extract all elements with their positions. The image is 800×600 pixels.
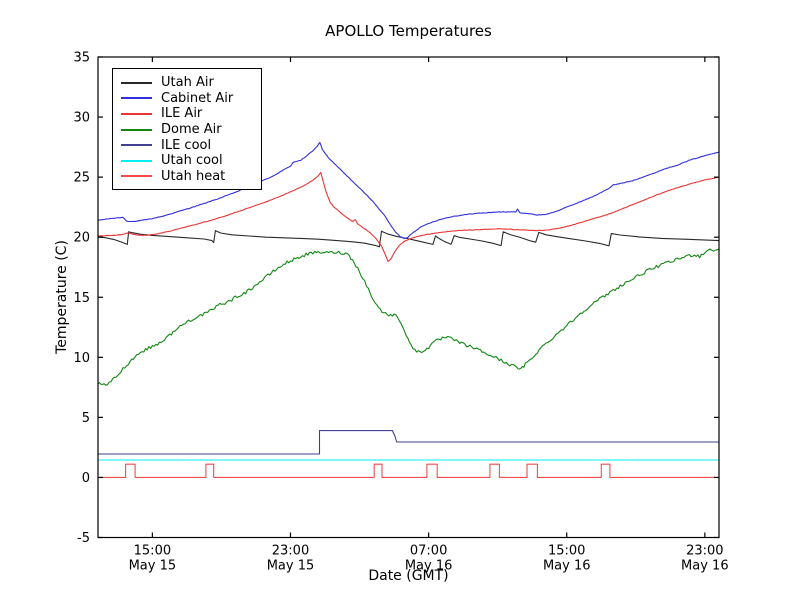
legend-item: Utah cool	[121, 153, 253, 169]
legend-label: Utah Air	[161, 75, 214, 91]
svg-text:35: 35	[73, 51, 90, 66]
svg-text:07:00: 07:00	[410, 544, 447, 559]
legend-line-swatch	[121, 81, 152, 84]
chart-title: APOLLO Temperatures	[325, 22, 492, 40]
legend-label: Utah heat	[161, 168, 226, 184]
legend-item: ILE cool	[121, 137, 253, 153]
legend-line-swatch	[121, 144, 152, 147]
svg-text:23:00: 23:00	[686, 544, 723, 559]
legend-line-swatch	[121, 175, 152, 178]
legend-line-swatch	[121, 97, 152, 100]
svg-text:May 16: May 16	[681, 559, 729, 574]
legend-line-swatch	[121, 112, 152, 115]
legend-label: Cabinet Air	[161, 90, 234, 106]
legend-label: ILE cool	[161, 137, 212, 153]
svg-text:30: 30	[73, 111, 90, 126]
svg-text:10: 10	[73, 351, 90, 366]
svg-text:15:00: 15:00	[134, 544, 171, 559]
svg-text:25: 25	[73, 171, 90, 186]
legend-label: Dome Air	[161, 122, 222, 138]
svg-text:May 15: May 15	[267, 559, 315, 574]
svg-text:20: 20	[73, 231, 90, 246]
svg-text:5: 5	[82, 411, 90, 426]
legend-label: Utah cool	[161, 153, 223, 169]
legend-line-swatch	[121, 128, 152, 131]
legend-line-swatch	[121, 159, 152, 162]
svg-text:-5: -5	[77, 531, 90, 546]
svg-text:May 16: May 16	[543, 559, 591, 574]
svg-text:15:00: 15:00	[548, 544, 585, 559]
legend-item: Dome Air	[121, 122, 253, 138]
svg-text:May 15: May 15	[129, 559, 177, 574]
legend-item: Utah Air	[121, 75, 253, 91]
svg-text:May 16: May 16	[405, 559, 453, 574]
legend-item: Utah heat	[121, 169, 253, 185]
svg-text:0: 0	[82, 471, 90, 486]
legend-item: ILE Air	[121, 106, 253, 122]
legend-label: ILE Air	[161, 106, 203, 122]
svg-text:15: 15	[73, 291, 90, 306]
legend-item: Cabinet Air	[121, 91, 253, 107]
x-axis-label: Date (GMT)	[368, 568, 449, 584]
legend: Utah Air Cabinet Air ILE Air Dome Air IL…	[112, 68, 262, 191]
svg-text:23:00: 23:00	[272, 544, 309, 559]
